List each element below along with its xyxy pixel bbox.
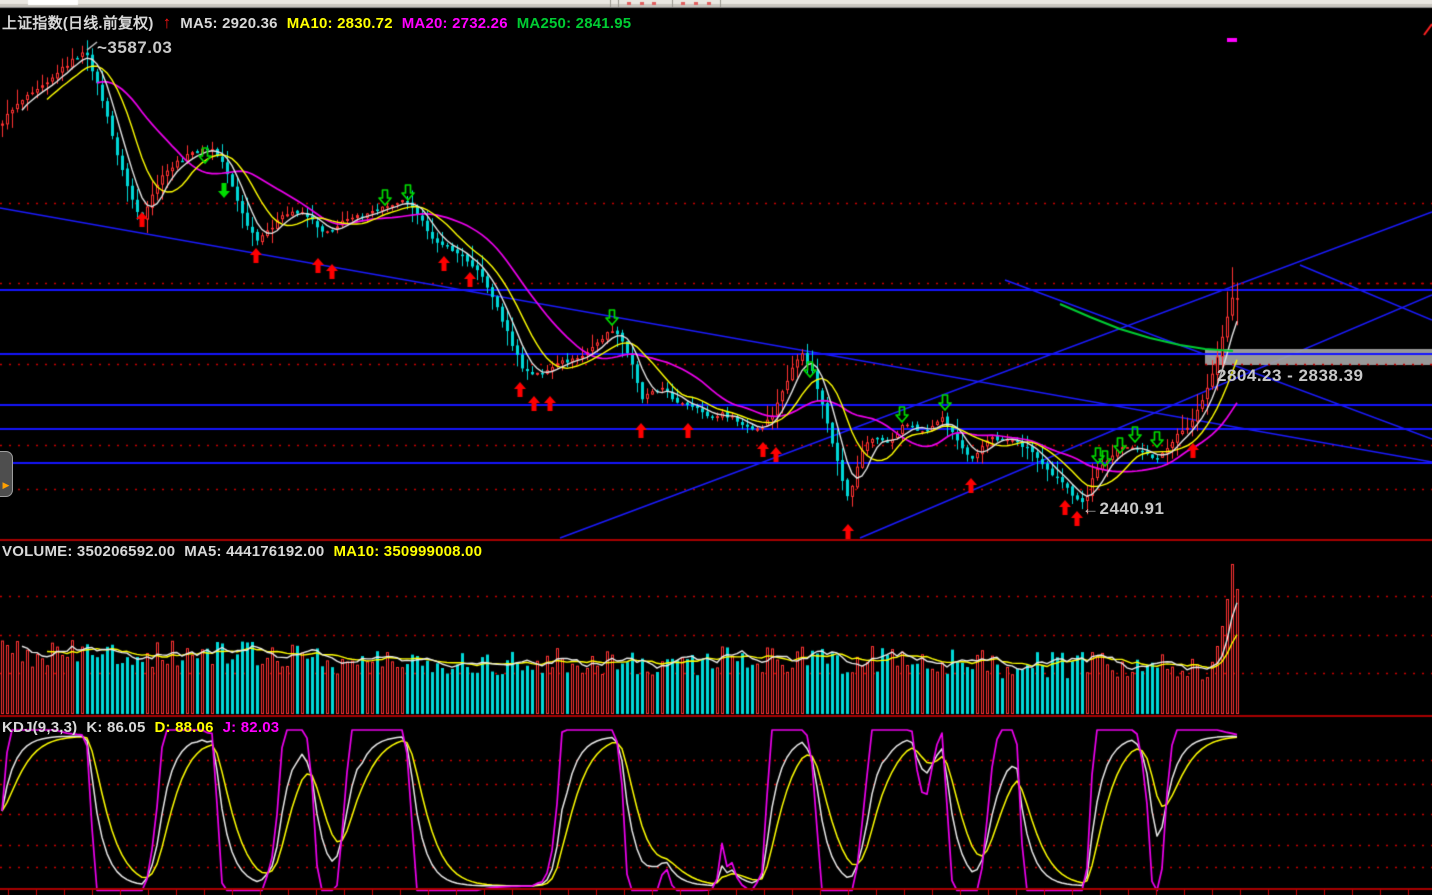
kdj-pane[interactable]	[0, 717, 1432, 888]
main-chart-pane[interactable]	[0, 8, 1432, 538]
left-panel-handle[interactable]: ▶	[0, 451, 13, 497]
volume-pane[interactable]	[0, 541, 1432, 714]
top-menu-bar[interactable]	[0, 0, 1432, 8]
expand-arrow-icon: ▶	[2, 480, 10, 490]
